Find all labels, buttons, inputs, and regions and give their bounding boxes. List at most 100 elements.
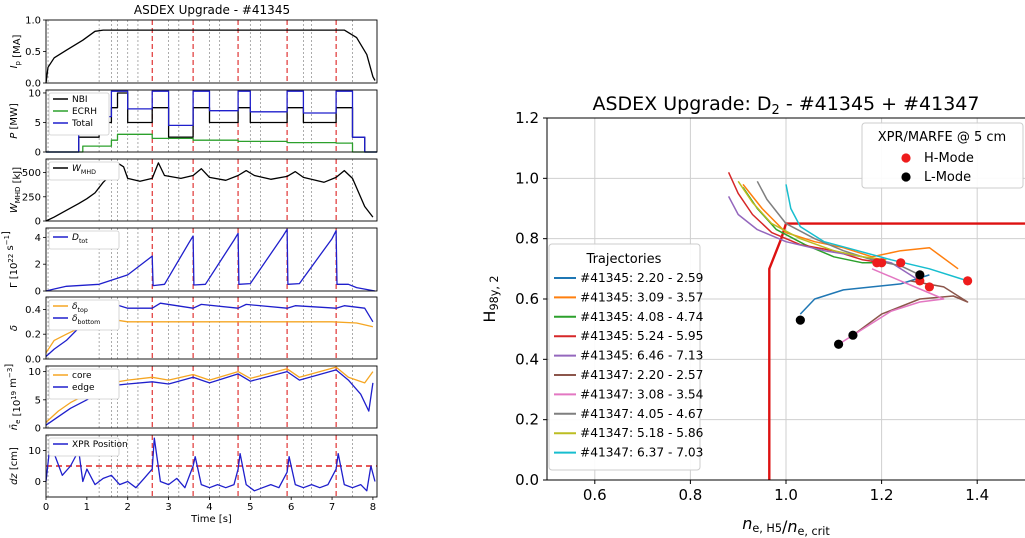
legend-label: H-Mode [924, 151, 974, 166]
legend-label: L-Mode [924, 170, 971, 185]
y-tick-label: 5 [35, 395, 41, 406]
y-tick-label: 500 [22, 168, 41, 179]
trajectory-legend: Trajectories #41345: 2.20 - 2.59 #41345: 3… [548, 243, 704, 471]
series-line [45, 228, 376, 292]
legend-label: #41345: 3.09 - 3.57 [580, 290, 703, 304]
panel-P: 0 5 10 P [MW] NBI ECRH Total [9, 88, 378, 159]
x-tick-label: 0.8 [678, 486, 702, 504]
y-tick-label: 0.0 [25, 79, 41, 90]
legend-label: #41347: 2.20 - 2.57 [580, 368, 703, 382]
y-tick-label: 0.6 [515, 290, 539, 308]
panel-legend: NBI ECRH Total [48, 92, 110, 136]
y-tick-label: 0.4 [25, 305, 41, 316]
series-line [45, 29, 376, 84]
scatter-title: ASDEX Upgrade: D2 - #41345 + #41347 [592, 93, 979, 118]
panel-legend: Dtot [48, 230, 120, 250]
x-tick-label: 3 [165, 502, 171, 513]
y-tick-label: 250 [22, 192, 41, 203]
trajectory-line [785, 184, 968, 282]
legend-label: #41345: 5.24 - 5.95 [580, 329, 703, 343]
h-mode-swatch [901, 153, 911, 163]
x-tick-label: 0.6 [583, 486, 607, 504]
legend-label: edge [72, 383, 95, 393]
x-tick-label: 0 [43, 502, 49, 513]
x-tick-label: 8 [370, 502, 376, 513]
x-tick-label: 1 [84, 502, 90, 513]
y-tick-label: 1.2 [515, 109, 539, 127]
y-tick-label: 10 [28, 446, 41, 457]
panel-legend: XPR Position [48, 437, 128, 457]
trajectory-line [756, 180, 921, 276]
y-tick-label: 0.2 [25, 330, 41, 341]
scatter-axes: ASDEX Upgrade: D2 - #41345 + #41347 0.6 0.… [480, 93, 1025, 538]
panel-frame [45, 434, 378, 498]
legend-label: NBI [72, 95, 88, 105]
legend-label: #41347: 4.05 - 4.67 [580, 407, 703, 421]
legend-label: #41347: 6.37 - 7.03 [580, 446, 703, 460]
y-tick-label: 4 [35, 233, 41, 244]
legend-label: Dtot [72, 233, 88, 245]
trajectory-line [742, 183, 959, 270]
legend-label: δtop [72, 302, 88, 314]
y-tick-label: 0.0 [25, 355, 41, 366]
x-tick-label: 6 [288, 502, 294, 513]
series-line [46, 90, 377, 153]
panel-frame [45, 158, 378, 222]
trajectory-line [799, 274, 930, 315]
h-mode-point [877, 258, 887, 268]
trajectory-line [852, 280, 969, 336]
legend-box [48, 437, 120, 457]
y-axis-label: Ip [MA] [9, 34, 23, 68]
legend-box [48, 230, 120, 250]
h-mode-point [963, 276, 973, 286]
y-tick-label: 5 [35, 118, 41, 129]
y-tick-label: 0 [35, 148, 41, 159]
y-tick-label: 0.8 [515, 230, 539, 248]
right-scatter-plot: ASDEX Upgrade: D2 - #41345 + #41347 0.6 0.… [480, 93, 1025, 538]
y-tick-label: 1.0 [515, 169, 539, 187]
panel-frame [45, 89, 378, 153]
series-line [45, 318, 374, 354]
y-tick-label: 0.0 [515, 471, 539, 489]
legend-label: δbottom [72, 314, 100, 326]
panel-frame [45, 227, 378, 292]
panel-Ip: 0.0 0.5 1.0Ip [MA] [9, 16, 378, 90]
panel-frame [45, 365, 378, 429]
l-mode-point [848, 330, 858, 340]
legend-label: ECRH [72, 107, 97, 117]
panel-frame [45, 296, 378, 360]
legend-label: core [72, 371, 92, 381]
trajectory-line [727, 196, 921, 282]
panel-ne: 0 5 10 n̄e [1019 m−3] core edge [4, 364, 378, 435]
x-tick-label: 4 [206, 502, 212, 513]
legend-label: #41345: 2.20 - 2.59 [580, 271, 703, 285]
y-tick-label: 0 [35, 477, 41, 488]
x-axis-label: ne, H5/ne, crit [742, 514, 830, 538]
x-tick-label: 5 [247, 502, 253, 513]
trajectory-line [727, 171, 882, 264]
series-line [46, 133, 377, 153]
y-axis-label: Γ [1022 s−1] [1, 231, 20, 288]
y-axis-label: P [MW] [9, 103, 20, 139]
h-mode-point [924, 282, 935, 292]
y-tick-label: 0.4 [515, 350, 539, 368]
panel-legend: WMHD [48, 161, 120, 181]
y-tick-label: 0 [35, 424, 41, 435]
x-tick-label: 7 [329, 502, 335, 513]
l-mode-swatch [901, 172, 911, 182]
legend-box [48, 368, 120, 400]
legend-label: #41345: 6.46 - 7.13 [580, 349, 703, 363]
x-tick-label: 1.2 [870, 486, 894, 504]
panel-legend: core edge [48, 368, 120, 400]
l-mode-point [915, 270, 925, 280]
y-axis-label: H98y, 2 [480, 275, 501, 322]
y-tick-label: 0 [35, 217, 41, 228]
legend-label: WMHD [72, 164, 96, 176]
series-line [45, 437, 376, 492]
l-mode-point [795, 315, 805, 325]
y-axis-label: n̄e [1019 m−3] [4, 364, 23, 431]
legend-box [861, 122, 1024, 189]
trajectory-line [737, 180, 887, 261]
